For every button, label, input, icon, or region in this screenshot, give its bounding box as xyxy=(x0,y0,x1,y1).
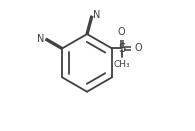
Text: O: O xyxy=(118,27,126,37)
Text: S: S xyxy=(118,42,126,55)
Text: N: N xyxy=(37,34,45,44)
Text: O: O xyxy=(135,43,142,53)
Text: N: N xyxy=(93,10,100,20)
Text: CH₃: CH₃ xyxy=(113,60,130,69)
